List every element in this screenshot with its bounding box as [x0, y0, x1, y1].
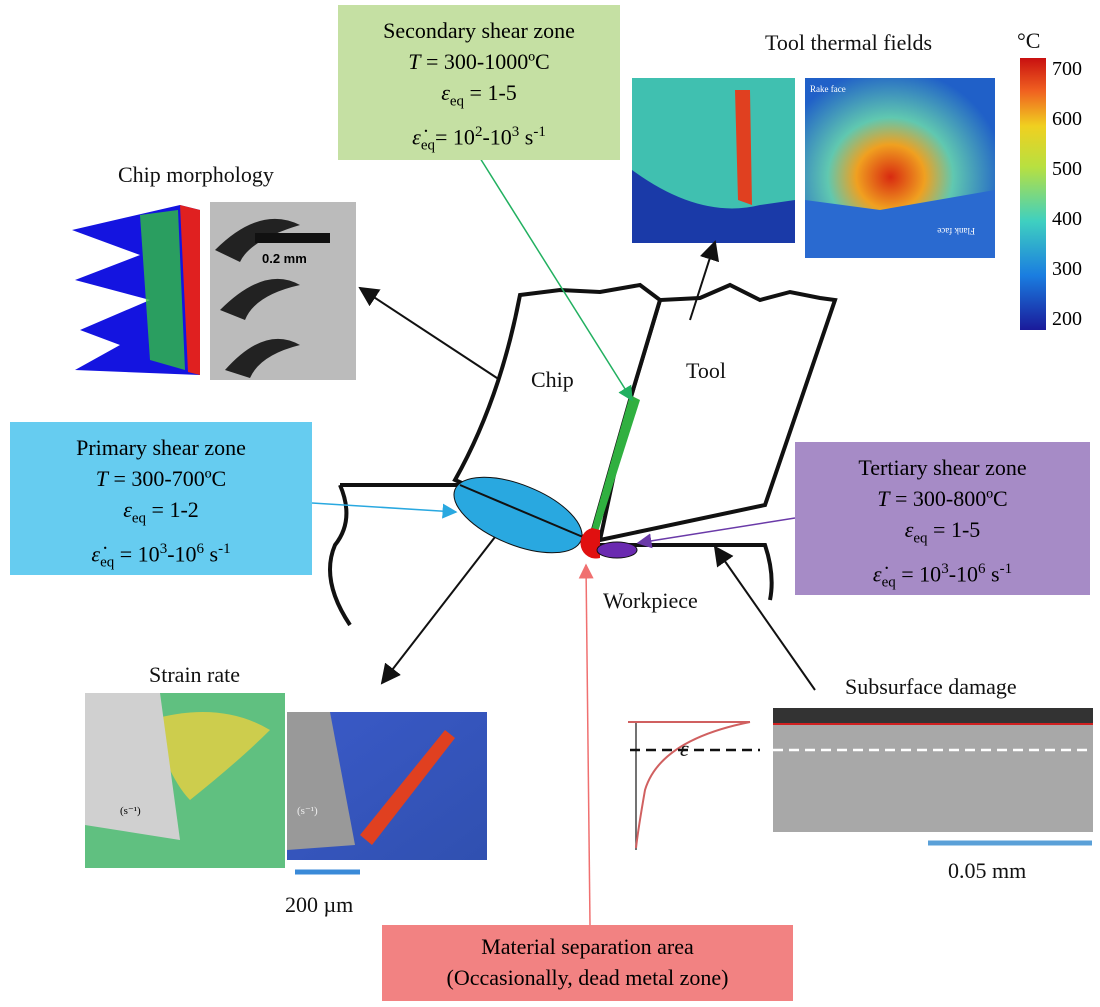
- formula-part: -1: [218, 541, 231, 557]
- scale-bar: [255, 233, 330, 243]
- formula-part: ε̇: [412, 125, 421, 150]
- unit-label: (s⁻¹): [120, 805, 141, 817]
- formula-part: = 300-700ºC: [108, 466, 226, 491]
- formula-part: T: [877, 486, 889, 511]
- formula-part: eq: [421, 138, 435, 154]
- formula-part: = 300-800ºC: [890, 486, 1008, 511]
- zone-title: Secondary shear zone: [338, 15, 620, 46]
- formula-part: = 300-1000ºC: [421, 49, 550, 74]
- strain: εeq = 1-2: [10, 494, 312, 534]
- formula-part: ε̇: [91, 542, 100, 567]
- section-title: Chip morphology: [118, 162, 274, 188]
- temperature: T = 300-800ºC: [795, 483, 1090, 514]
- formula-part: -1: [533, 124, 546, 140]
- formula-part: = 10: [435, 125, 475, 150]
- unit-label: °C: [1017, 28, 1040, 54]
- tertiary-zone: [597, 542, 637, 558]
- colorbar-tick-label: 300: [1052, 258, 1082, 280]
- box-title: Material separation area: [382, 931, 793, 962]
- primary-zone-box: Primary shear zone T = 300-700ºC εeq = 1…: [10, 422, 312, 575]
- workpiece-break: [330, 485, 350, 625]
- colorbar: [1020, 58, 1046, 330]
- damage-image: [773, 708, 1093, 832]
- arrow: [360, 288, 500, 380]
- strain-curve: [636, 722, 750, 848]
- formula-part: ε: [123, 497, 132, 522]
- colorbar-ticks: 700 600 500 400 300 200: [1052, 58, 1082, 330]
- workpiece-label: Workpiece: [603, 588, 698, 614]
- secondary-zone-box: Secondary shear zone T = 300-1000ºC εeq …: [338, 5, 620, 160]
- separation-box: Material separation area (Occasionally, …: [382, 925, 793, 1001]
- tool-label: Tool: [686, 358, 726, 384]
- section-title: Strain rate: [149, 662, 240, 688]
- arrow: [586, 565, 590, 925]
- formula-part: s: [204, 542, 218, 567]
- formula-part: -10: [949, 562, 978, 587]
- zone-title: Tertiary shear zone: [795, 452, 1090, 483]
- strain-rate: ε̇eq = 103-106 s-1: [10, 534, 312, 579]
- arrow: [382, 537, 495, 683]
- formula-part: eq: [882, 575, 896, 591]
- formula-part: eq: [913, 530, 927, 546]
- formula-part: = 10: [896, 562, 941, 587]
- strain-rate: ε̇eq= 102-103 s-1: [338, 117, 620, 162]
- colorbar-tick-label: 700: [1052, 58, 1082, 80]
- formula-part: eq: [450, 93, 464, 109]
- formula-part: s: [986, 562, 1000, 587]
- formula-part: -1: [1000, 561, 1013, 577]
- section-title: Tool thermal fields: [765, 30, 932, 56]
- formula-part: 6: [978, 561, 986, 577]
- formula-part: = 1-5: [464, 80, 517, 105]
- scale-label: 200 µm: [285, 892, 353, 918]
- formula-part: T: [96, 466, 108, 491]
- formula-part: = 1-2: [146, 497, 199, 522]
- formula-part: = 10: [114, 542, 159, 567]
- strain: εeq = 1-5: [795, 514, 1090, 554]
- strain-symbol: ε: [680, 736, 689, 762]
- image-label: Flank face: [937, 226, 975, 236]
- formula-part: eq: [100, 555, 114, 571]
- zone-title: Primary shear zone: [10, 432, 312, 463]
- colorbar-tick-label: 500: [1052, 158, 1082, 180]
- chip-label: Chip: [531, 367, 574, 393]
- strain-rate: ε̇eq = 103-106 s-1: [795, 554, 1090, 599]
- colorbar-tick-label: 400: [1052, 208, 1082, 230]
- formula-part: T: [408, 49, 420, 74]
- colorbar-tick-label: 600: [1052, 108, 1082, 130]
- formula-part: eq: [132, 510, 146, 526]
- section-title: Subsurface damage: [845, 674, 1017, 700]
- arrow: [312, 503, 456, 512]
- temperature: T = 300-1000ºC: [338, 46, 620, 77]
- formula-part: -10: [167, 542, 196, 567]
- formula-part: 3: [941, 561, 949, 577]
- formula-part: -10: [482, 125, 511, 150]
- diagram: 700600500400300200 Rake face Flank face …: [0, 0, 1100, 1007]
- temperature: T = 300-700ºC: [10, 463, 312, 494]
- formula-part: = 1-5: [928, 517, 981, 542]
- formula-part: ε: [441, 80, 450, 105]
- tertiary-zone-box: Tertiary shear zone T = 300-800ºC εeq = …: [795, 442, 1090, 595]
- damage-top: [773, 708, 1093, 724]
- image-label: Rake face: [810, 84, 846, 94]
- scale-label: 0.05 mm: [948, 858, 1026, 884]
- strain: εeq = 1-5: [338, 77, 620, 117]
- box-note: (Occasionally, dead metal zone): [382, 962, 793, 993]
- colorbar-tick-label: 200: [1052, 308, 1082, 330]
- formula-part: 6: [197, 541, 205, 557]
- formula-part: s: [519, 125, 533, 150]
- scale-label: 0.2 mm: [262, 251, 307, 266]
- unit-label: (s⁻¹): [297, 805, 318, 817]
- formula-part: ε̇: [873, 562, 882, 587]
